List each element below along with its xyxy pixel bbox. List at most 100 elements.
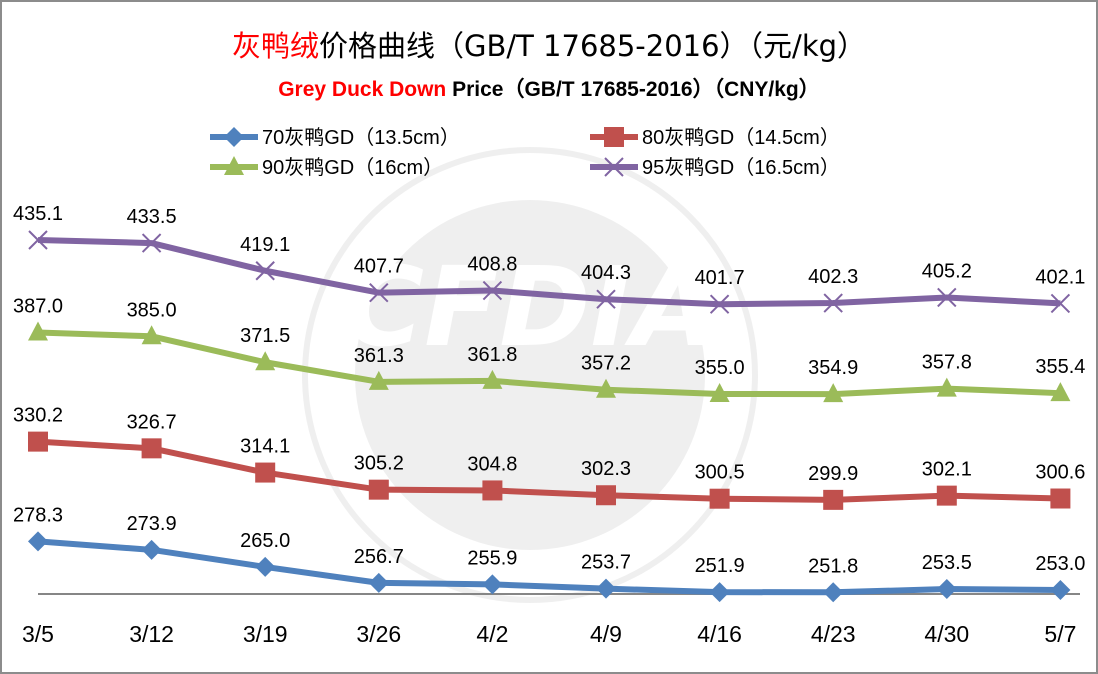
x-tick-label: 4/9 bbox=[590, 621, 622, 647]
data-label: 355.4 bbox=[1035, 356, 1085, 378]
data-point-marker bbox=[936, 579, 957, 600]
data-point-marker bbox=[482, 480, 503, 501]
data-point-marker bbox=[369, 282, 389, 303]
data-point-marker bbox=[28, 230, 48, 250]
series-line bbox=[37, 329, 1061, 398]
x-tick-label: 4/2 bbox=[476, 621, 508, 647]
data-label: 330.2 bbox=[13, 405, 63, 427]
series-line bbox=[37, 538, 1061, 596]
data-point-marker bbox=[596, 578, 616, 599]
legend-label: 90灰鸭GD（16cm） bbox=[262, 156, 443, 179]
data-point-marker bbox=[141, 539, 162, 560]
x-tick-label: 5/7 bbox=[1044, 621, 1076, 647]
legend-label: 80灰鸭GD（14.5cm） bbox=[642, 126, 840, 149]
chart-subtitle-rest: Price（GB/T 17685-2016）（CNY/kg） bbox=[446, 77, 820, 101]
data-point-marker bbox=[709, 382, 730, 402]
legend-label: 95灰鸭GD（16.5cm） bbox=[642, 156, 840, 179]
data-label: 435.1 bbox=[13, 203, 63, 225]
watermark-seal: CFDIA bbox=[302, 147, 758, 603]
data-point-marker bbox=[709, 582, 730, 603]
data-label: 253.5 bbox=[922, 552, 972, 574]
series-1: 278.3 273.9 265.0 256.7 255.9 253.7 251.9 251.8… bbox=[13, 504, 1085, 603]
data-label: 300.6 bbox=[1035, 462, 1085, 484]
data-point-marker bbox=[28, 431, 48, 452]
legend-label: 70灰鸭GD（13.5cm） bbox=[262, 126, 460, 149]
data-point-marker bbox=[368, 479, 389, 500]
series-2: 330.2 326.7 314.1 305.2 304.8 302.3 300.5 299.9… bbox=[13, 405, 1085, 510]
x-tick-label: 4/30 bbox=[924, 621, 969, 647]
data-label: 304.8 bbox=[467, 453, 517, 475]
data-label: 433.5 bbox=[127, 206, 177, 228]
data-point-marker bbox=[255, 462, 276, 483]
data-point-marker bbox=[141, 325, 162, 345]
data-label: 251.8 bbox=[808, 555, 858, 577]
x-tick-label: 3/5 bbox=[22, 621, 54, 647]
data-point-marker bbox=[368, 572, 389, 593]
data-label: 402.3 bbox=[808, 266, 858, 288]
data-point-marker bbox=[709, 488, 730, 509]
data-point-marker bbox=[823, 582, 844, 603]
data-point-marker bbox=[936, 377, 957, 397]
x-tick-label: 3/19 bbox=[243, 621, 288, 647]
data-point-marker bbox=[28, 531, 48, 552]
legend-item: 95灰鸭GD（16.5cm） bbox=[590, 156, 840, 179]
data-point-marker bbox=[1050, 488, 1071, 509]
legend-item: 80灰鸭GD（14.5cm） bbox=[590, 126, 840, 149]
data-label: 302.3 bbox=[581, 458, 631, 480]
data-label: 302.1 bbox=[922, 459, 972, 481]
series-line bbox=[37, 237, 1061, 308]
data-label: 405.2 bbox=[922, 260, 972, 282]
legend-item: 90灰鸭GD（16cm） bbox=[210, 156, 443, 179]
data-point-marker bbox=[596, 378, 616, 398]
data-point-marker bbox=[482, 574, 503, 595]
series-layer: 278.3 273.9 265.0 256.7 255.9 253.7 251.9 251.8… bbox=[13, 203, 1085, 603]
data-label: 408.8 bbox=[467, 254, 517, 276]
chart-subtitle: Grey Duck Down Price（GB/T 17685-2016）（CN… bbox=[278, 77, 820, 101]
data-label: 314.1 bbox=[240, 436, 290, 458]
data-label: 361.3 bbox=[354, 345, 404, 367]
data-point-marker bbox=[255, 351, 276, 371]
data-point-marker bbox=[141, 438, 162, 459]
data-label: 357.8 bbox=[922, 352, 972, 374]
data-point-marker bbox=[1050, 382, 1071, 402]
legend-marker bbox=[224, 156, 244, 175]
data-label: 357.2 bbox=[581, 353, 631, 375]
data-point-marker bbox=[596, 485, 616, 506]
data-point-marker bbox=[936, 485, 957, 506]
x-tick-label: 4/23 bbox=[811, 621, 856, 647]
series-4: 435.1 433.5 419.1 407.7 408.8 404.3 401.7 402.3… bbox=[13, 203, 1085, 314]
data-point-marker bbox=[141, 233, 162, 253]
x-tick-label: 3/26 bbox=[356, 621, 401, 647]
data-point-marker bbox=[823, 489, 844, 510]
data-point-marker bbox=[1050, 293, 1071, 314]
watermark-inner-disc bbox=[355, 200, 705, 550]
chart-subtitle-highlight: Grey Duck Down bbox=[278, 78, 446, 101]
data-label: 326.7 bbox=[127, 411, 177, 433]
x-tick-label: 3/12 bbox=[129, 621, 174, 647]
legend-marker bbox=[604, 157, 624, 177]
data-point-marker bbox=[255, 556, 276, 577]
data-label: 253.7 bbox=[581, 552, 631, 574]
data-point-marker bbox=[596, 289, 616, 309]
data-label: 371.5 bbox=[240, 325, 290, 347]
legend-item: 70灰鸭GD（13.5cm） bbox=[210, 126, 460, 149]
data-label: 251.9 bbox=[695, 555, 745, 577]
data-label: 256.7 bbox=[354, 546, 404, 568]
data-label: 354.9 bbox=[808, 357, 858, 379]
data-point-marker bbox=[823, 383, 844, 403]
data-point-marker bbox=[823, 293, 843, 313]
watermark-logo-text: CFDIA bbox=[343, 243, 716, 371]
data-label: 300.5 bbox=[695, 462, 745, 484]
data-point-marker bbox=[482, 280, 503, 301]
data-point-marker bbox=[368, 370, 389, 390]
data-label: 361.8 bbox=[467, 344, 517, 366]
data-label: 299.9 bbox=[808, 463, 858, 485]
x-tick-label: 4/16 bbox=[697, 621, 742, 647]
data-point-marker bbox=[937, 287, 957, 308]
data-label: 401.7 bbox=[695, 267, 745, 289]
data-point-marker bbox=[709, 294, 730, 314]
chart-title: 灰鸭绒价格曲线（GB/T 17685-2016）（元/kg） bbox=[232, 29, 866, 63]
data-point-marker bbox=[1050, 580, 1071, 600]
legend-marker bbox=[224, 127, 244, 147]
